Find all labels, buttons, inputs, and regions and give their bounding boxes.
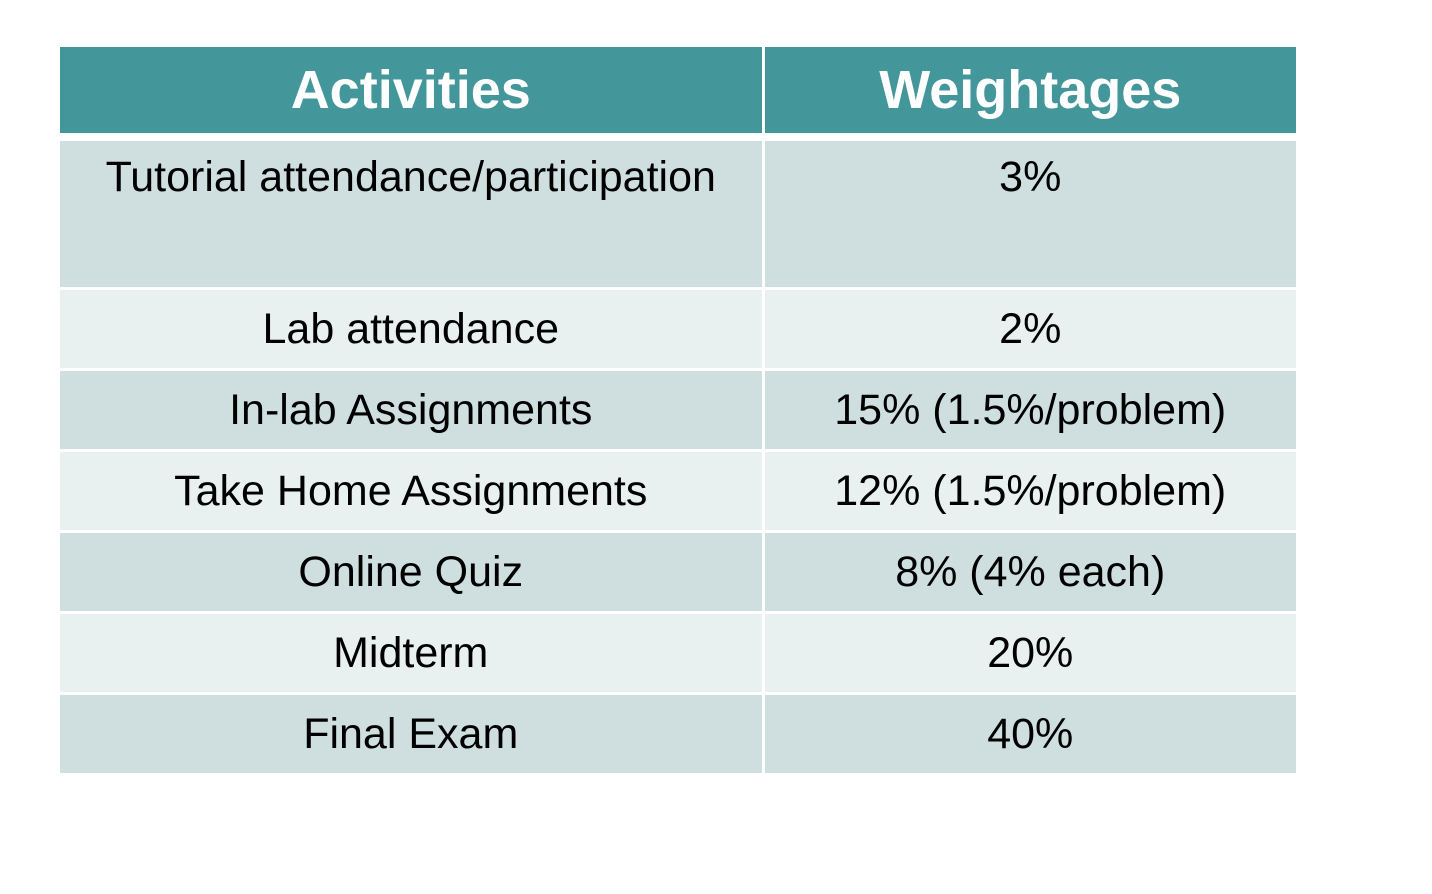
weight-cell: 8% (4% each) bbox=[761, 530, 1296, 614]
activity-cell: Lab attendance bbox=[60, 287, 765, 371]
weight-cell: 3% bbox=[761, 135, 1296, 290]
activity-cell: Midterm bbox=[60, 611, 765, 695]
activity-cell: In-lab Assignments bbox=[60, 368, 765, 452]
table-row: Online Quiz 8% (4% each) bbox=[60, 530, 1296, 614]
weight-cell: 40% bbox=[761, 692, 1296, 773]
weight-cell: 12% (1.5%/problem) bbox=[761, 449, 1296, 533]
activity-cell: Online Quiz bbox=[60, 530, 765, 614]
activity-cell: Final Exam bbox=[60, 692, 765, 773]
table-row: Tutorial attendance/participation 3% bbox=[60, 135, 1296, 290]
weight-cell: 20% bbox=[761, 611, 1296, 695]
table-row: Take Home Assignments 12% (1.5%/problem) bbox=[60, 449, 1296, 533]
weightage-table: Activities Weightages Tutorial attendanc… bbox=[60, 47, 1296, 773]
table-row: Midterm 20% bbox=[60, 611, 1296, 695]
weight-cell: 2% bbox=[761, 287, 1296, 371]
header-activities: Activities bbox=[60, 47, 765, 141]
weight-cell: 15% (1.5%/problem) bbox=[761, 368, 1296, 452]
table-row: Lab attendance 2% bbox=[60, 287, 1296, 371]
table-row: In-lab Assignments 15% (1.5%/problem) bbox=[60, 368, 1296, 452]
table-header-row: Activities Weightages bbox=[60, 47, 1296, 141]
header-weightages: Weightages bbox=[761, 47, 1296, 141]
activity-cell: Tutorial attendance/participation bbox=[60, 135, 765, 290]
activity-cell: Take Home Assignments bbox=[60, 449, 765, 533]
table-row: Final Exam 40% bbox=[60, 692, 1296, 773]
